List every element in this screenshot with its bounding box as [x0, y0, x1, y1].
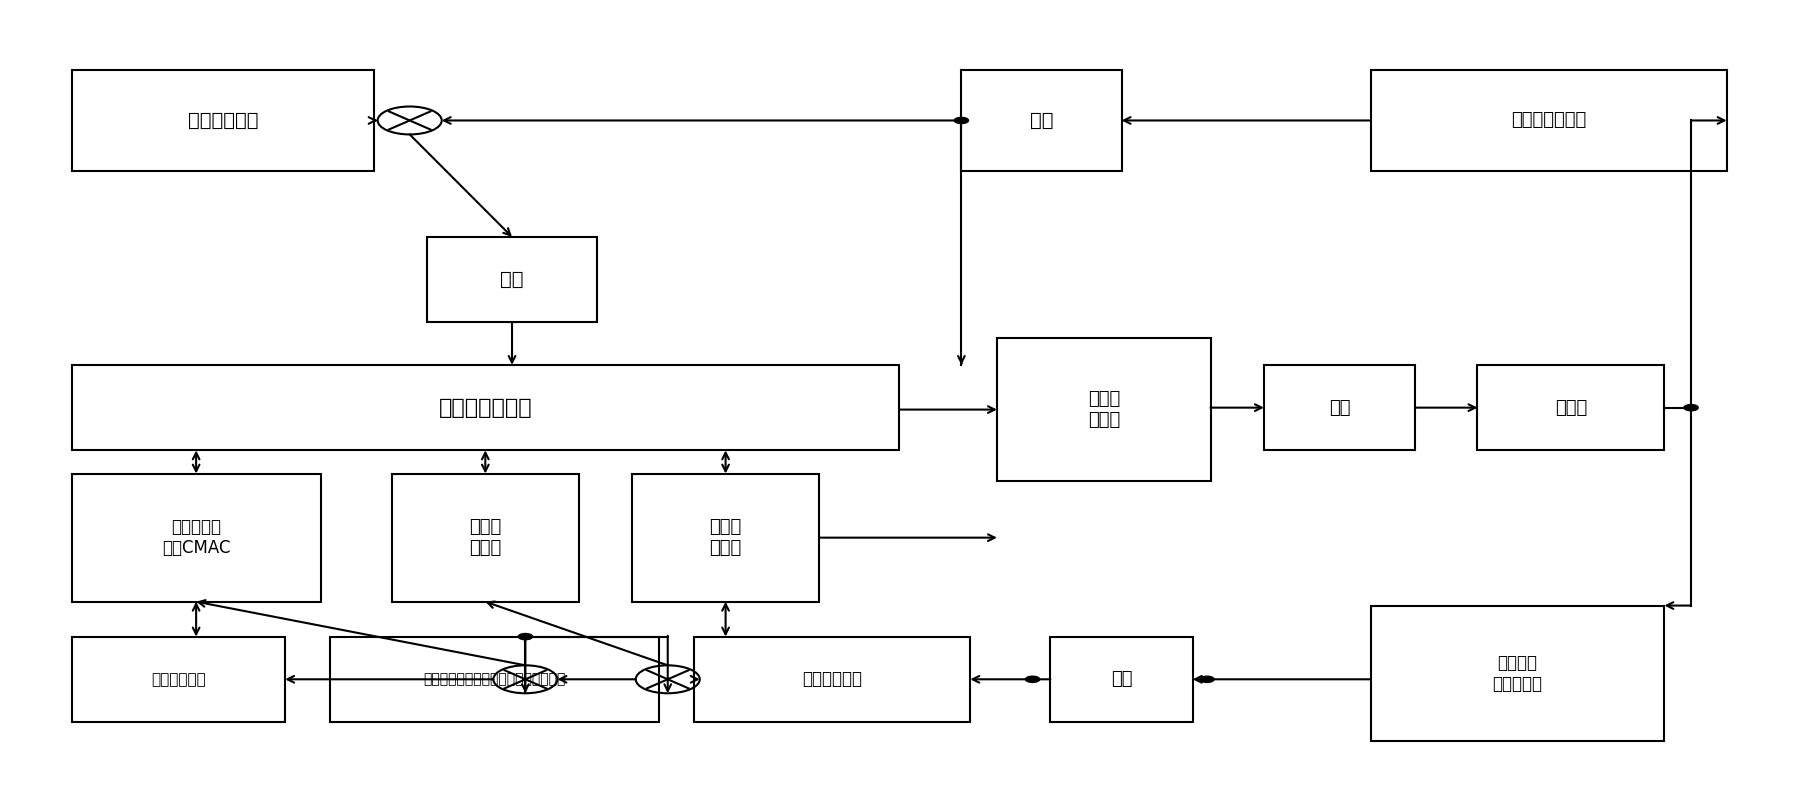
Text: 小脑关节控
制器CMAC: 小脑关节控 制器CMAC: [162, 518, 231, 557]
Text: 相关传感器信号: 相关传感器信号: [1511, 112, 1587, 129]
Circle shape: [1683, 405, 1698, 411]
FancyBboxPatch shape: [392, 474, 579, 602]
Text: 控　制　策　略: 控 制 策 略: [438, 398, 532, 417]
Text: 时滞: 时滞: [1329, 398, 1351, 417]
FancyBboxPatch shape: [1371, 70, 1727, 171]
FancyBboxPatch shape: [71, 70, 374, 171]
Circle shape: [1200, 676, 1215, 683]
FancyBboxPatch shape: [71, 365, 899, 451]
Text: 发动机: 发动机: [1554, 398, 1587, 417]
FancyBboxPatch shape: [427, 237, 596, 322]
FancyBboxPatch shape: [961, 70, 1122, 171]
FancyBboxPatch shape: [331, 637, 659, 722]
FancyBboxPatch shape: [1478, 365, 1663, 451]
Text: 常　规
控制器: 常 规 控制器: [710, 518, 741, 557]
Circle shape: [1026, 676, 1041, 683]
FancyBboxPatch shape: [1371, 606, 1665, 741]
FancyBboxPatch shape: [1050, 637, 1193, 722]
Text: 相关传感器测値变化率及概率分布密度: 相关传感器测値变化率及概率分布密度: [423, 672, 565, 687]
FancyBboxPatch shape: [632, 474, 819, 602]
Text: 时滞: 时滞: [1030, 111, 1053, 130]
Circle shape: [953, 117, 968, 124]
Text: 误差: 误差: [499, 270, 523, 289]
Text: 动态脉谱生成: 动态脉谱生成: [151, 672, 205, 687]
FancyBboxPatch shape: [1264, 365, 1415, 451]
FancyBboxPatch shape: [71, 474, 321, 602]
Text: 常规修正策略: 常规修正策略: [803, 670, 863, 688]
Text: 时滞: 时滞: [1111, 670, 1133, 688]
Text: 点火脉
宽控制: 点火脉 宽控制: [1088, 390, 1120, 429]
FancyBboxPatch shape: [71, 637, 285, 722]
Text: 基本点火脉谱: 基本点火脉谱: [187, 111, 258, 130]
Circle shape: [518, 634, 532, 640]
Text: 鐵　电
存储器: 鐵 电 存储器: [469, 518, 501, 557]
FancyBboxPatch shape: [997, 337, 1211, 482]
FancyBboxPatch shape: [694, 637, 970, 722]
Text: 点火相关
传感器信号: 点火相关 传感器信号: [1493, 654, 1542, 693]
